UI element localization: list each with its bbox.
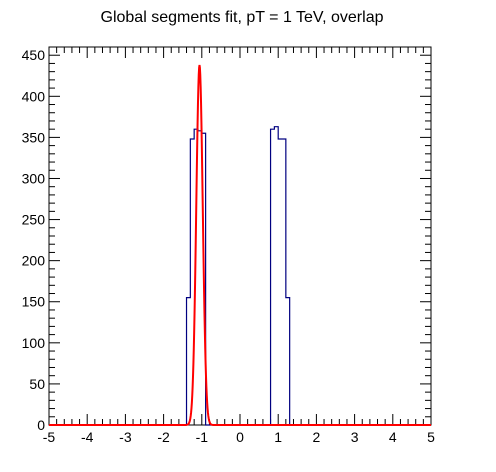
y-tick-label: 350 <box>22 129 46 145</box>
y-tick-label: 100 <box>22 335 46 351</box>
plot-frame <box>48 46 432 426</box>
y-tick-label: 200 <box>22 253 46 269</box>
y-tick-label: 400 <box>22 88 46 104</box>
x-tick-label: -5 <box>43 429 56 445</box>
gaussian-fit-curve <box>49 64 431 426</box>
y-tick-label: 0 <box>37 417 45 433</box>
x-tick-label: 4 <box>389 429 397 445</box>
histogram-bar <box>274 127 278 425</box>
x-tick-label: 2 <box>313 429 321 445</box>
x-tick-label: 5 <box>427 429 435 445</box>
y-axis: 0 50 100 150 200 250 300 350 400 450 <box>22 46 431 433</box>
y-tick-label: 50 <box>29 376 45 392</box>
x-axis: -5 -4 -3 -2 -1 0 1 2 3 4 5 <box>43 47 435 445</box>
y-tick-label: 150 <box>22 294 46 310</box>
x-tick-label: 3 <box>351 429 359 445</box>
x-tick-label: -2 <box>157 429 170 445</box>
x-tick-label: -3 <box>119 429 132 445</box>
x-tick-label: -4 <box>81 429 94 445</box>
y-tick-label: 300 <box>22 170 46 186</box>
x-tick-label: -1 <box>196 429 209 445</box>
y-tick-label: 250 <box>22 212 46 228</box>
histogram-outline <box>49 126 431 426</box>
x-tick-label: 0 <box>236 429 244 445</box>
histogram-bar <box>198 131 202 425</box>
x-tick-label: 1 <box>274 429 282 445</box>
y-tick-label: 450 <box>22 47 46 63</box>
chart-title: Global segments fit, pT = 1 TeV, overlap <box>101 9 384 26</box>
histogram-bar <box>278 139 282 425</box>
